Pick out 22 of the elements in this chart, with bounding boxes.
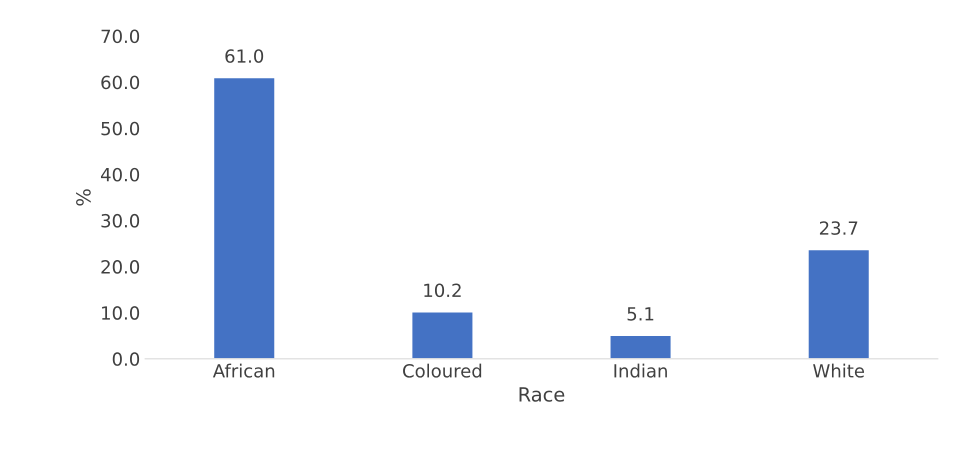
bar [410,311,474,359]
y-tick-label: 70.0 [102,29,140,44]
x-tick-label: Indian [614,364,667,378]
y-tick-label: 60.0 [101,76,140,90]
y-tick-label: 50.0 [101,122,140,136]
bar [212,76,276,359]
y-tick-label: 30.0 [101,214,140,228]
data-label: 61.0 [225,49,264,63]
bar [807,248,870,359]
y-tick-label: 40.0 [100,168,140,182]
y-tick-label: 20.0 [101,260,140,274]
data-label: 10.2 [424,284,461,298]
y-axis-title: % [76,189,91,206]
data-label: 5.1 [628,307,654,321]
bar [609,334,672,359]
y-tick-label: 10.0 [102,306,140,320]
y-tick-label: 0.0 [112,352,140,366]
x-tick-label: African [212,364,274,378]
x-tick-label: White [813,364,864,378]
x-axis-title: Race [520,387,564,402]
x-tick-label: Coloured [403,364,482,378]
data-label: 23.7 [820,221,858,235]
